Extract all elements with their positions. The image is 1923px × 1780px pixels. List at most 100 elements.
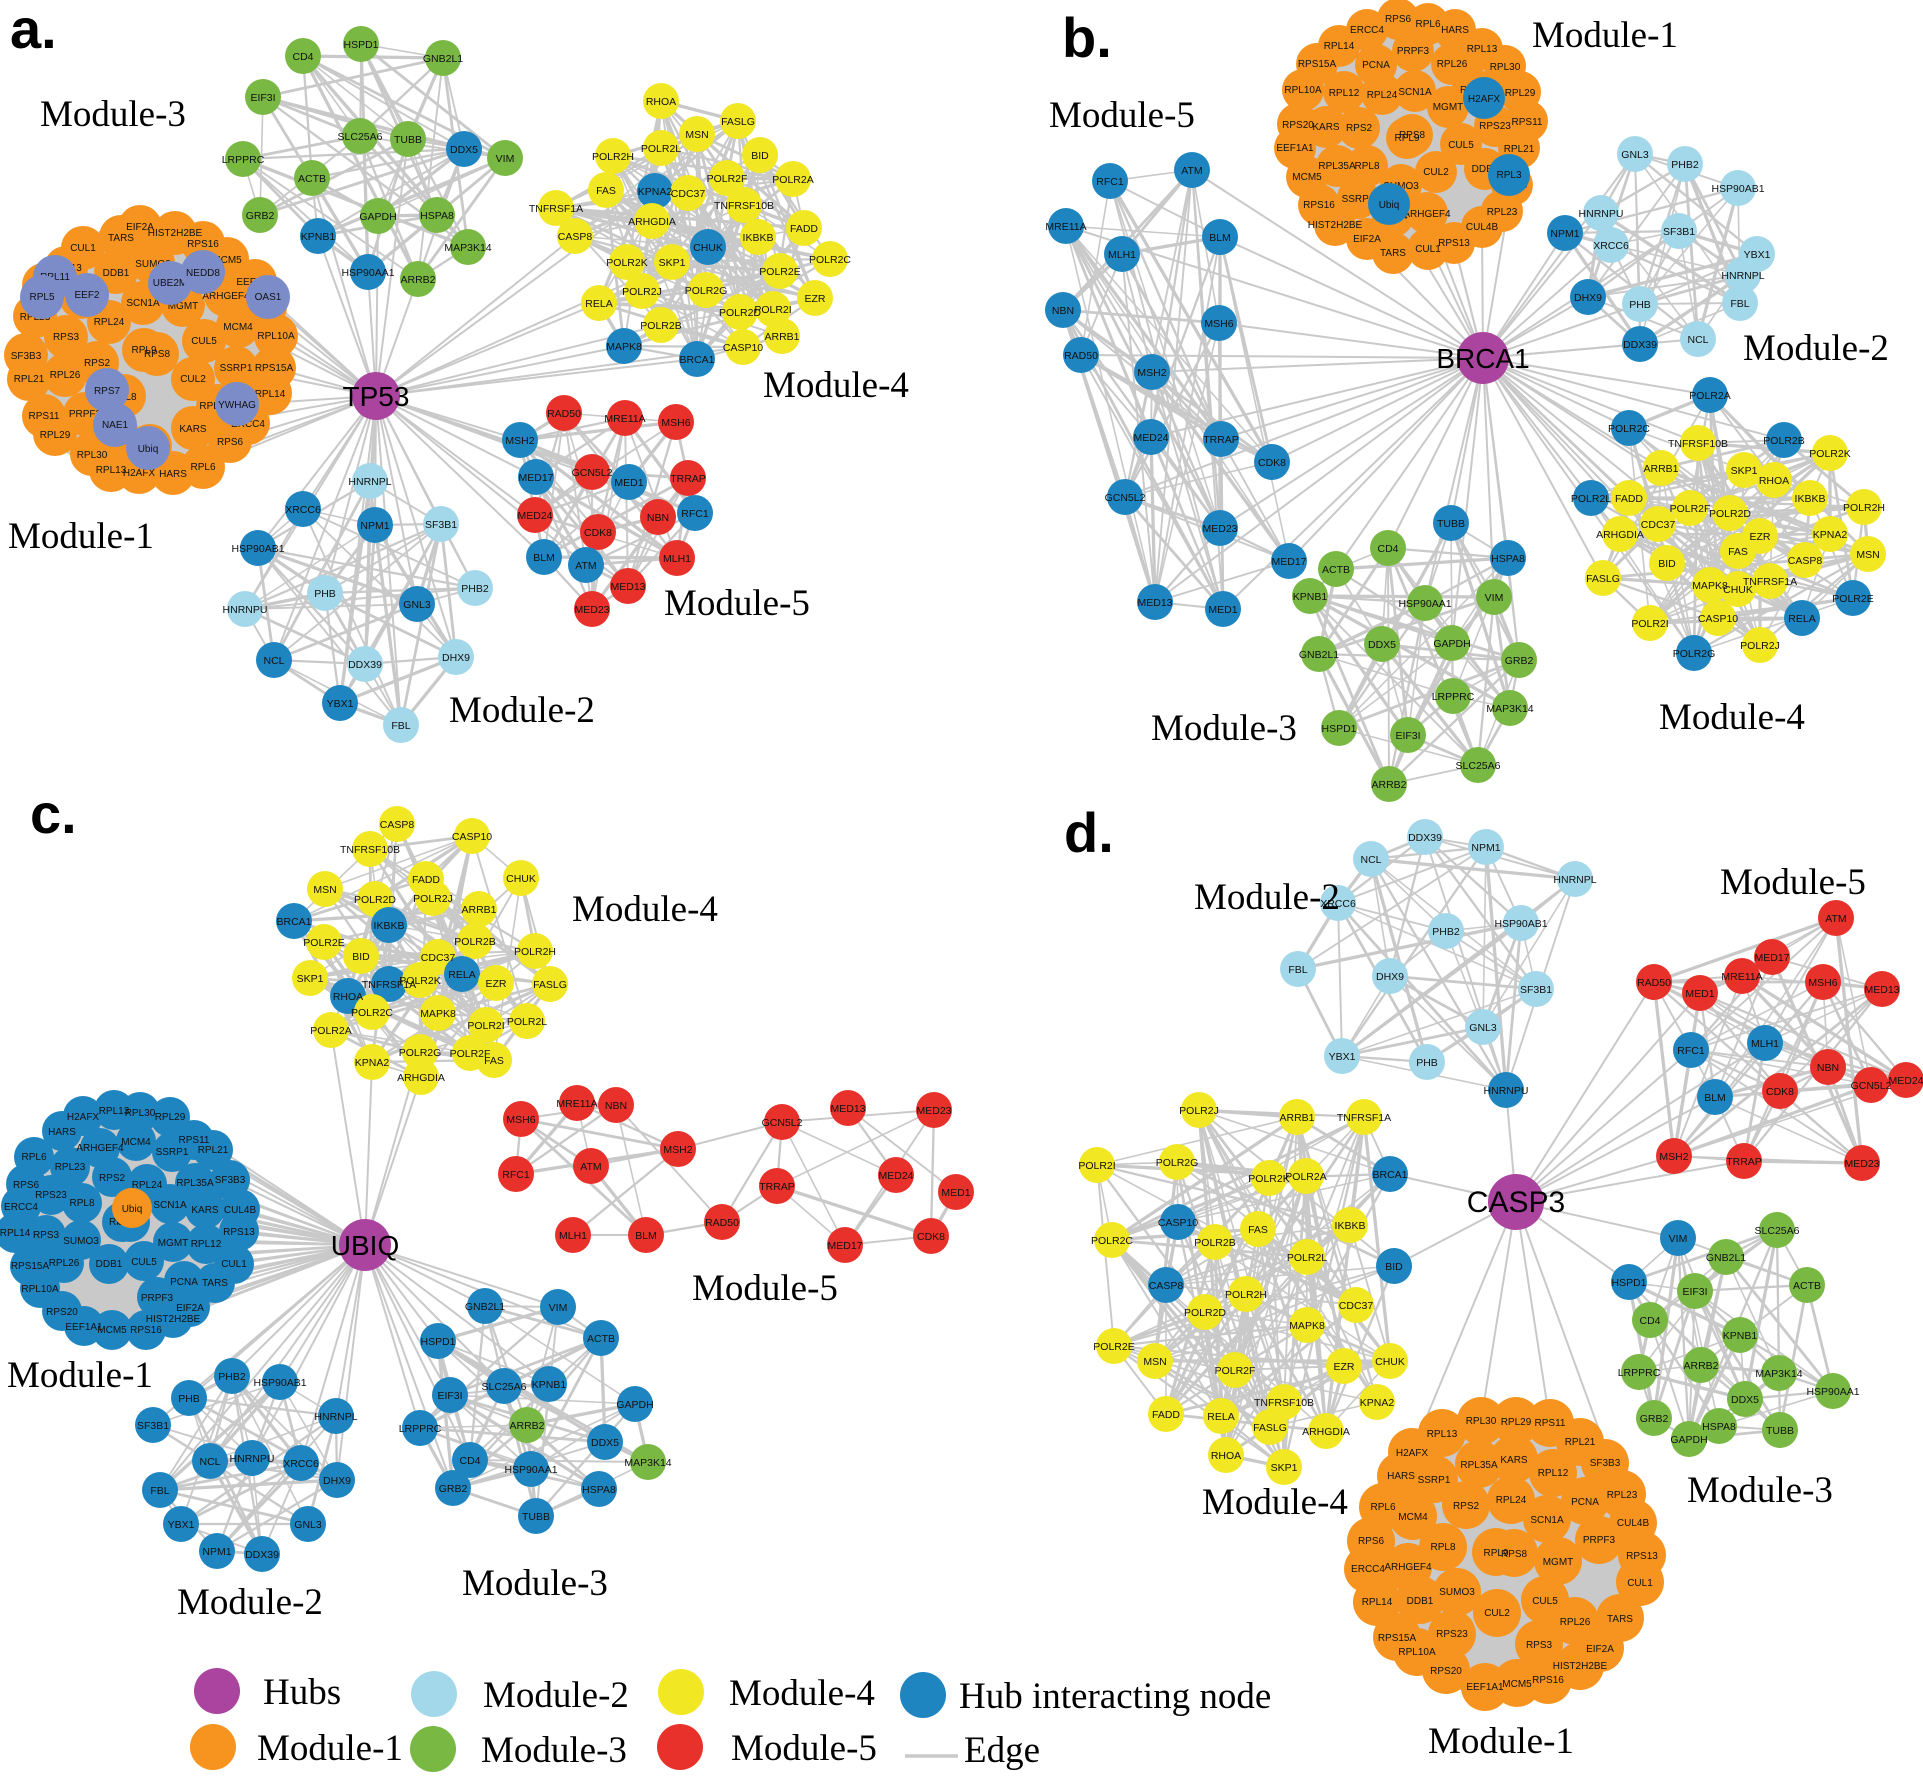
svg-text:ARRB1: ARRB1 <box>461 904 496 916</box>
svg-text:ERCC4: ERCC4 <box>1350 25 1384 36</box>
svg-text:Module-4: Module-4 <box>1659 697 1805 738</box>
svg-text:CUL5: CUL5 <box>1448 140 1474 151</box>
svg-text:RPL9: RPL9 <box>1483 1548 1508 1559</box>
svg-text:MED17: MED17 <box>827 1240 862 1252</box>
svg-text:POLR2K: POLR2K <box>399 975 440 987</box>
svg-text:ARHGDIA: ARHGDIA <box>1302 1426 1350 1438</box>
svg-text:Module-5: Module-5 <box>664 583 810 624</box>
svg-text:POLR2I: POLR2I <box>1078 1160 1115 1172</box>
svg-text:ARHGEF4: ARHGEF4 <box>1384 1562 1432 1573</box>
svg-text:POLR2C: POLR2C <box>1091 1235 1133 1247</box>
svg-text:RPS2: RPS2 <box>99 1173 126 1184</box>
svg-text:MED1: MED1 <box>941 1187 970 1199</box>
svg-text:MAPK8: MAPK8 <box>606 341 642 353</box>
svg-text:SSRP1: SSRP1 <box>1342 194 1375 205</box>
svg-text:RHOA: RHOA <box>646 96 676 108</box>
svg-text:POLR2G: POLR2G <box>1673 648 1716 660</box>
svg-text:EIF2A: EIF2A <box>1586 1644 1614 1655</box>
svg-text:Module-4: Module-4 <box>729 1673 875 1714</box>
svg-text:POLR2E: POLR2E <box>759 266 800 278</box>
svg-text:MGMT: MGMT <box>1433 102 1464 113</box>
svg-text:MAPK8: MAPK8 <box>420 1008 456 1020</box>
svg-text:MED13: MED13 <box>610 581 645 593</box>
svg-text:EIF2A: EIF2A <box>1353 234 1381 245</box>
svg-text:RPL30: RPL30 <box>1490 62 1521 73</box>
svg-text:RPL35A: RPL35A <box>1318 161 1356 172</box>
svg-text:MCM5: MCM5 <box>212 255 242 266</box>
svg-text:RPS20: RPS20 <box>46 1307 78 1318</box>
svg-text:HSPA8: HSPA8 <box>420 210 454 222</box>
svg-text:ACTB: ACTB <box>1322 564 1350 576</box>
svg-text:RPS3: RPS3 <box>33 1230 60 1241</box>
svg-text:CUL4B: CUL4B <box>224 1205 257 1216</box>
svg-text:ERCC4: ERCC4 <box>231 419 265 430</box>
svg-text:KPNB1: KPNB1 <box>532 1379 567 1391</box>
svg-text:POLR2K: POLR2K <box>1248 1173 1289 1185</box>
svg-text:TNFRSF10B: TNFRSF10B <box>714 200 774 212</box>
svg-text:LRPPRC: LRPPRC <box>1432 691 1475 703</box>
svg-text:POLR2A: POLR2A <box>1689 390 1730 402</box>
svg-text:CUL1: CUL1 <box>70 243 96 254</box>
svg-text:CASP3: CASP3 <box>1467 1186 1565 1219</box>
svg-text:RPL9: RPL9 <box>1394 133 1419 144</box>
svg-text:RPS23: RPS23 <box>35 1190 67 1201</box>
svg-text:RPS6: RPS6 <box>217 437 244 448</box>
svg-text:ARHGDIA: ARHGDIA <box>397 1072 445 1084</box>
svg-text:RPS11: RPS11 <box>1512 117 1543 128</box>
svg-text:MAP3K14: MAP3K14 <box>624 1457 671 1469</box>
svg-text:UBIQ: UBIQ <box>331 1230 399 1261</box>
svg-text:HSP90AA1: HSP90AA1 <box>1398 598 1451 610</box>
svg-text:TNFRSF1A: TNFRSF1A <box>362 979 416 991</box>
svg-text:Module-1: Module-1 <box>1428 1721 1574 1762</box>
svg-text:ERCC4: ERCC4 <box>1351 1564 1385 1575</box>
svg-text:HNRNPU: HNRNPU <box>1484 1085 1529 1097</box>
svg-text:MED23: MED23 <box>574 604 609 616</box>
svg-text:RAD50: RAD50 <box>1064 350 1098 362</box>
svg-text:CASP8: CASP8 <box>558 231 593 243</box>
svg-text:EIF2A: EIF2A <box>126 222 154 233</box>
svg-text:RHOA: RHOA <box>1759 475 1789 487</box>
svg-text:CHUK: CHUK <box>506 873 536 885</box>
svg-text:RPL8: RPL8 <box>1430 1542 1455 1553</box>
svg-text:DDX39: DDX39 <box>245 1549 279 1561</box>
svg-text:RPS11: RPS11 <box>1535 1418 1566 1429</box>
svg-text:RPL23: RPL23 <box>1487 207 1518 218</box>
svg-text:RPS20: RPS20 <box>1282 120 1314 131</box>
svg-text:POLR2C: POLR2C <box>1608 423 1650 435</box>
svg-text:HNRNPL: HNRNPL <box>314 1411 357 1423</box>
svg-text:MED24: MED24 <box>878 1170 913 1182</box>
svg-text:SSRP1: SSRP1 <box>220 363 253 374</box>
svg-text:SF3B3: SF3B3 <box>11 351 42 362</box>
svg-text:PRPF3: PRPF3 <box>1583 1535 1616 1546</box>
svg-text:RPL29: RPL29 <box>1505 88 1536 99</box>
svg-text:CDK8: CDK8 <box>584 527 612 539</box>
svg-text:PHB2: PHB2 <box>461 583 489 595</box>
svg-text:RPL12: RPL12 <box>1538 1468 1569 1479</box>
svg-text:GAPDH: GAPDH <box>359 211 396 223</box>
svg-text:KPNB1: KPNB1 <box>1293 591 1328 603</box>
svg-text:SUMO3: SUMO3 <box>1439 1587 1475 1598</box>
svg-text:MED13: MED13 <box>1864 984 1899 996</box>
svg-text:SCN1A: SCN1A <box>126 298 160 309</box>
svg-text:RPS23: RPS23 <box>1479 121 1511 132</box>
svg-text:ARRB2: ARRB2 <box>400 274 435 286</box>
svg-text:MAPK8: MAPK8 <box>1289 1320 1325 1332</box>
svg-text:CASP10: CASP10 <box>1698 613 1738 625</box>
svg-text:POLR2G: POLR2G <box>399 1047 442 1059</box>
svg-text:ARHGEF4: ARHGEF4 <box>1403 209 1451 220</box>
svg-text:CHUK: CHUK <box>1723 584 1753 596</box>
svg-text:HSPD1: HSPD1 <box>420 1336 455 1348</box>
svg-text:CDC37: CDC37 <box>1339 1300 1374 1312</box>
svg-text:BID: BID <box>1658 558 1676 570</box>
svg-text:RPS16: RPS16 <box>1532 1675 1564 1686</box>
svg-text:SKP1: SKP1 <box>1731 465 1758 477</box>
svg-text:MLH1: MLH1 <box>663 553 691 565</box>
svg-text:NCL: NCL <box>263 655 284 667</box>
svg-text:RFC1: RFC1 <box>681 508 709 520</box>
svg-text:DDX5: DDX5 <box>1368 639 1396 651</box>
svg-text:MLH1: MLH1 <box>559 1230 587 1242</box>
svg-text:POLR2B: POLR2B <box>1763 435 1804 447</box>
svg-text:POLR2G: POLR2G <box>685 285 728 297</box>
svg-text:MSH6: MSH6 <box>1808 977 1837 989</box>
svg-text:RFC1: RFC1 <box>502 1169 530 1181</box>
